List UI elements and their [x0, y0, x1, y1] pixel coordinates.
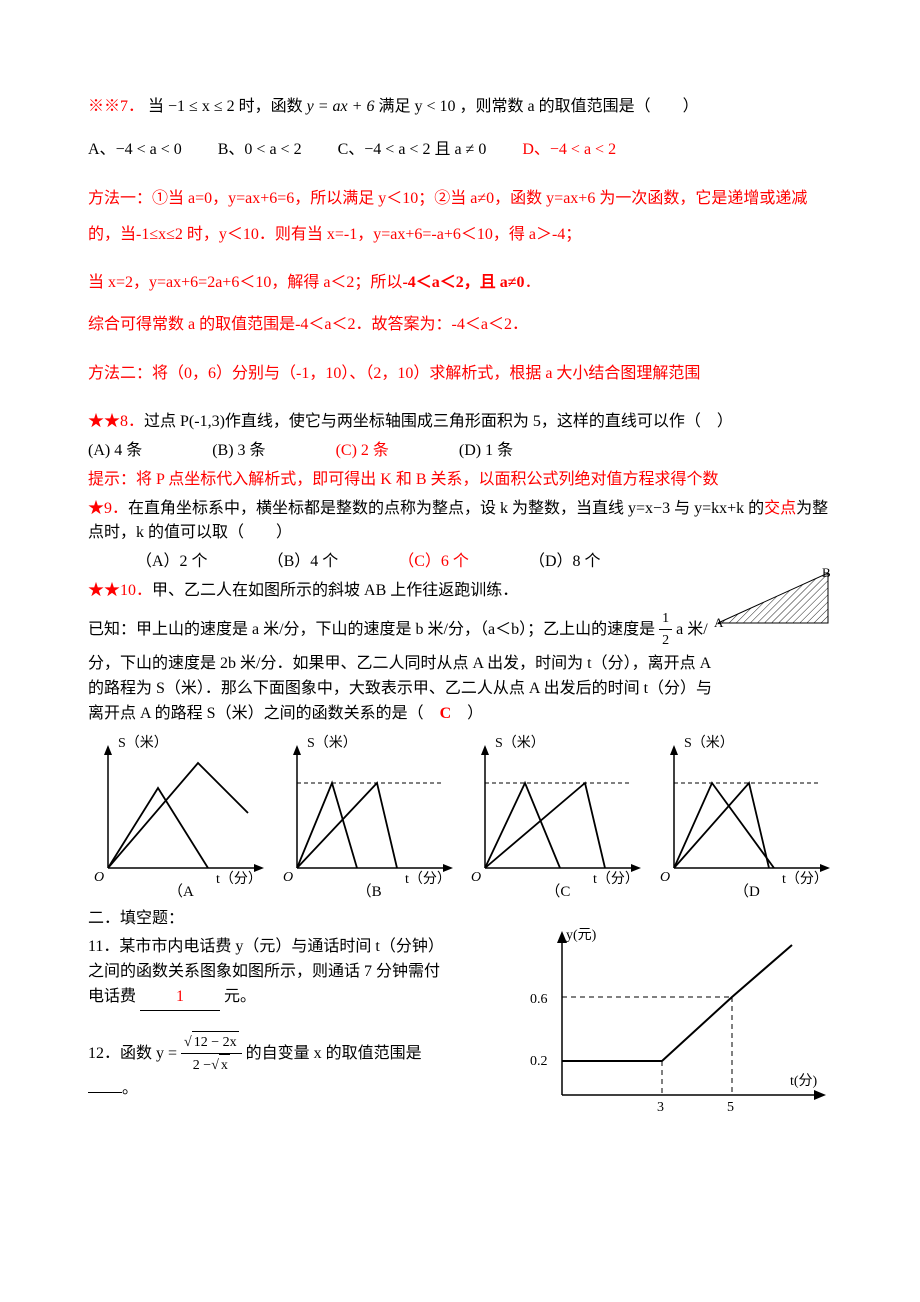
- q9-opt-a: （A）2 个: [136, 550, 208, 575]
- svg-text:S（米）: S（米）: [495, 735, 545, 751]
- svg-text:t（分）: t（分）: [405, 871, 451, 887]
- chart-a: S（米） O t（分） （A: [88, 733, 266, 903]
- q7-opt-d: D、−4 < a < 2: [522, 138, 616, 163]
- q9-stem: ★9．在直角坐标系中，横坐标都是整数的点称为整点，设 k 为整数，当直线 y=x…: [88, 497, 832, 547]
- q7-marker: ※※7．: [88, 98, 144, 115]
- svg-text:t(分): t(分): [790, 1073, 818, 1089]
- chart-c: S（米） O t（分） （C: [465, 733, 643, 903]
- svg-text:t（分）: t（分）: [782, 871, 828, 887]
- q10-stem: A B ★★10．甲、乙二人在如图所示的斜坡 AB 上作往返跑训练． 已知：甲上…: [88, 579, 832, 727]
- q11-blank: 1: [140, 985, 220, 1011]
- q7-stem: ※※7． 当 −1 ≤ x ≤ 2 时，函数 y = ax + 6 满足 y <…: [88, 95, 832, 120]
- slope-diagram: A B: [714, 567, 832, 629]
- q10-marker: ★★10．: [88, 582, 152, 599]
- q7-sol1-p3: 综合可得常数 a 的取值范围是-4＜a＜2．故答案为：-4＜a＜2．: [88, 313, 832, 338]
- q12-stem: 12．函数 y = 12 − 2x 2 −x 的自变量 x 的取值范围是。: [88, 1031, 448, 1102]
- q7-cond: −1 ≤ x ≤ 2: [168, 98, 235, 115]
- q7-opt-a: A、−4 < a < 0: [88, 138, 182, 163]
- svg-text:5: 5: [727, 1100, 734, 1115]
- q7-func: y = ax + 6: [307, 98, 375, 115]
- svg-text:S（米）: S（米）: [684, 735, 734, 751]
- q7-options: A、−4 < a < 0 B、0 < a < 2 C、−4 < a < 2 且 …: [88, 138, 832, 163]
- svg-text:O: O: [283, 870, 293, 885]
- q12-function: y = 12 − 2x 2 −x: [156, 1031, 242, 1077]
- svg-text:A: A: [714, 615, 724, 629]
- q8-hint: 提示：将 P 点坐标代入解析式，即可得出 K 和 B 关系，以面积公式列绝对值方…: [88, 468, 832, 493]
- q8-opt-b: (B) 3 条: [212, 439, 265, 464]
- q11-block: 11．某市市内电话费 y（元）与通话时间 t（分钟）之间的函数关系图象如图所示，…: [88, 935, 832, 1125]
- q9-marker: ★9．: [88, 500, 128, 517]
- q7-sol1-p1: 方法一：①当 a=0，y=ax+6=6，所以满足 y＜10；②当 a≠0，函数 …: [88, 181, 832, 253]
- q9-opt-d: （D）8 个: [529, 550, 601, 575]
- q8-marker: ★★8．: [88, 413, 144, 430]
- chart-d-label: （D: [734, 881, 760, 904]
- svg-text:S（米）: S（米）: [307, 735, 357, 751]
- q8-opt-c: (C) 2 条: [336, 439, 389, 464]
- q9-opt-c: （C）6 个: [398, 550, 469, 575]
- q8-options: (A) 4 条 (B) 3 条 (C) 2 条 (D) 1 条: [88, 439, 832, 464]
- svg-text:0.2: 0.2: [530, 1054, 548, 1069]
- q7-sol1-p2: 当 x=2，y=ax+6=2a+6＜10，解得 a＜2；所以-4＜a＜2，且 a…: [88, 271, 832, 296]
- half-fraction: 1 2: [659, 608, 672, 652]
- svg-text:t（分）: t（分）: [593, 871, 639, 887]
- q10-charts: S（米） O t（分） （A S（米） O t（分）: [88, 733, 832, 903]
- svg-text:t（分）: t（分）: [216, 871, 262, 887]
- chart-b: S（米） O t（分） （B: [277, 733, 455, 903]
- q8-stem: ★★8．过点 P(-1,3)作直线，使它与两坐标轴围成三角形面积为 5，这样的直…: [88, 410, 832, 435]
- svg-text:B: B: [822, 567, 831, 580]
- chart-a-label: （A: [168, 881, 194, 904]
- q12-blank: [88, 1092, 122, 1093]
- q7-ineq: y < 10: [414, 98, 455, 115]
- q7-opt-c: C、−4 < a < 2 且 a ≠ 0: [338, 138, 487, 163]
- svg-text:O: O: [471, 870, 481, 885]
- q8-opt-d: (D) 1 条: [459, 439, 513, 464]
- svg-text:O: O: [660, 870, 670, 885]
- svg-text:3: 3: [657, 1100, 664, 1115]
- q11-chart: y(元) t(分) 0.2 0.6 3 5: [522, 925, 832, 1125]
- svg-text:S（米）: S（米）: [118, 735, 168, 751]
- svg-text:0.6: 0.6: [530, 992, 548, 1007]
- q11-stem: 11．某市市内电话费 y（元）与通话时间 t（分钟）之间的函数关系图象如图所示，…: [88, 935, 448, 1010]
- svg-text:O: O: [94, 870, 104, 885]
- chart-c-label: （C: [545, 881, 570, 904]
- svg-text:y(元): y(元): [566, 928, 597, 943]
- q7-sol2: 方法二：将（0，6）分别与（-1，10）、（2，10）求解析式，根据 a 大小结…: [88, 356, 832, 392]
- q8-opt-a: (A) 4 条: [88, 439, 142, 464]
- q10-answer: C: [440, 705, 452, 722]
- q7-opt-b: B、0 < a < 2: [218, 138, 302, 163]
- q9-opt-b: （B）4 个: [268, 550, 339, 575]
- chart-b-label: （B: [357, 881, 382, 904]
- chart-d: S（米） O t（分） （D: [654, 733, 832, 903]
